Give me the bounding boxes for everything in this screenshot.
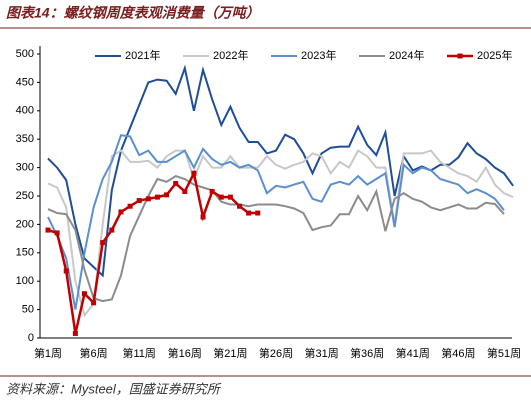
point-marker [246,210,252,216]
x-tick-label: 第16周 [168,346,202,360]
point-marker [237,203,243,209]
x-tick-label: 第26周 [259,346,293,360]
series-line [47,134,505,310]
point-marker [54,230,60,236]
point-marker [191,170,197,176]
y-tick-label: 350 [16,133,34,145]
y-tick-label: 450 [16,76,34,88]
legend-label: 2024年 [389,48,424,62]
x-tick-label: 第51周 [487,346,521,360]
x-tick-label: 第46周 [441,346,475,360]
point-marker [182,188,188,194]
legend-label: 2023年 [301,48,336,62]
point-marker [72,330,78,336]
x-tick-label: 第36周 [350,346,384,360]
point-marker [227,194,233,200]
y-tick-label: 300 [16,162,34,174]
x-tick-label: 第6周 [80,346,108,360]
point-marker [218,194,224,200]
y-tick-label: 0 [28,332,34,344]
y-tick-label: 150 [16,247,34,259]
point-marker [118,209,124,215]
point-marker [136,198,142,204]
x-tick-label: 第11周 [122,346,155,360]
source: 资料来源：Mysteel，国盛证券研究所 [6,381,222,396]
point-marker [63,268,69,274]
legend-label: 2025年 [477,48,512,62]
y-tick-label: 500 [16,48,34,60]
series-line [47,169,258,334]
point-marker [200,214,206,220]
legend-label: 2022年 [213,48,248,62]
point-marker [91,300,97,306]
point-marker [173,181,179,187]
series-line [47,64,514,278]
y-tick-label: 400 [16,105,34,117]
point-marker [45,227,51,233]
point-marker [255,210,261,216]
point-marker [81,291,87,297]
point-marker [145,196,151,202]
y-tick-label: 100 [16,275,34,287]
point-marker [209,188,215,194]
point-marker [154,194,160,200]
point-marker [164,192,170,198]
y-tick-label: 50 [22,304,34,316]
legend-marker [457,53,463,59]
point-marker [100,240,106,246]
x-tick-label: 第21周 [213,346,247,360]
x-tick-label: 第41周 [396,346,430,360]
series-line [47,175,505,303]
point-marker [109,227,115,233]
x-tick-label: 第31周 [304,346,338,360]
x-tick-label: 第1周 [34,346,62,360]
y-tick-label: 250 [16,190,34,202]
y-tick-label: 200 [16,218,34,230]
series-line [47,149,514,318]
chart-title: 图表14：螺纹钢周度表观消费量（万吨） [6,5,260,21]
legend-label: 2021年 [125,48,160,62]
point-marker [127,203,133,209]
